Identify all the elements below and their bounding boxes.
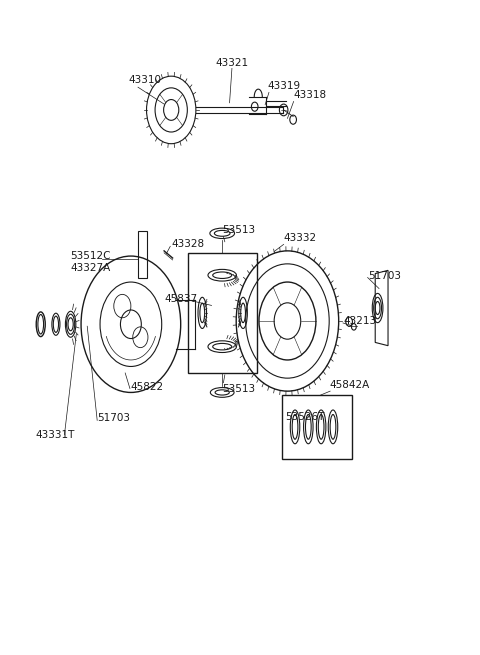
- Text: 53513: 53513: [222, 225, 255, 235]
- Text: 51703: 51703: [368, 271, 401, 280]
- Text: 51703: 51703: [97, 413, 131, 423]
- Text: 43332: 43332: [284, 233, 317, 243]
- Bar: [188, 253, 257, 373]
- Text: 43310: 43310: [129, 75, 161, 84]
- Text: 43321: 43321: [216, 58, 249, 67]
- Text: 43327A: 43327A: [71, 263, 111, 272]
- Text: 45842A: 45842A: [329, 380, 370, 390]
- Text: 43319: 43319: [267, 81, 300, 91]
- Bar: [282, 395, 352, 458]
- Text: 53513: 53513: [222, 384, 255, 394]
- Text: 45837: 45837: [164, 294, 197, 304]
- Text: 53512C: 53512C: [71, 251, 111, 261]
- Bar: [138, 231, 146, 278]
- Text: 43213: 43213: [343, 316, 376, 326]
- Text: 43318: 43318: [293, 90, 326, 100]
- Text: 53526T: 53526T: [286, 412, 325, 422]
- Text: 43331T: 43331T: [35, 430, 74, 440]
- Text: 45822: 45822: [131, 383, 164, 392]
- Text: 43328: 43328: [171, 239, 204, 250]
